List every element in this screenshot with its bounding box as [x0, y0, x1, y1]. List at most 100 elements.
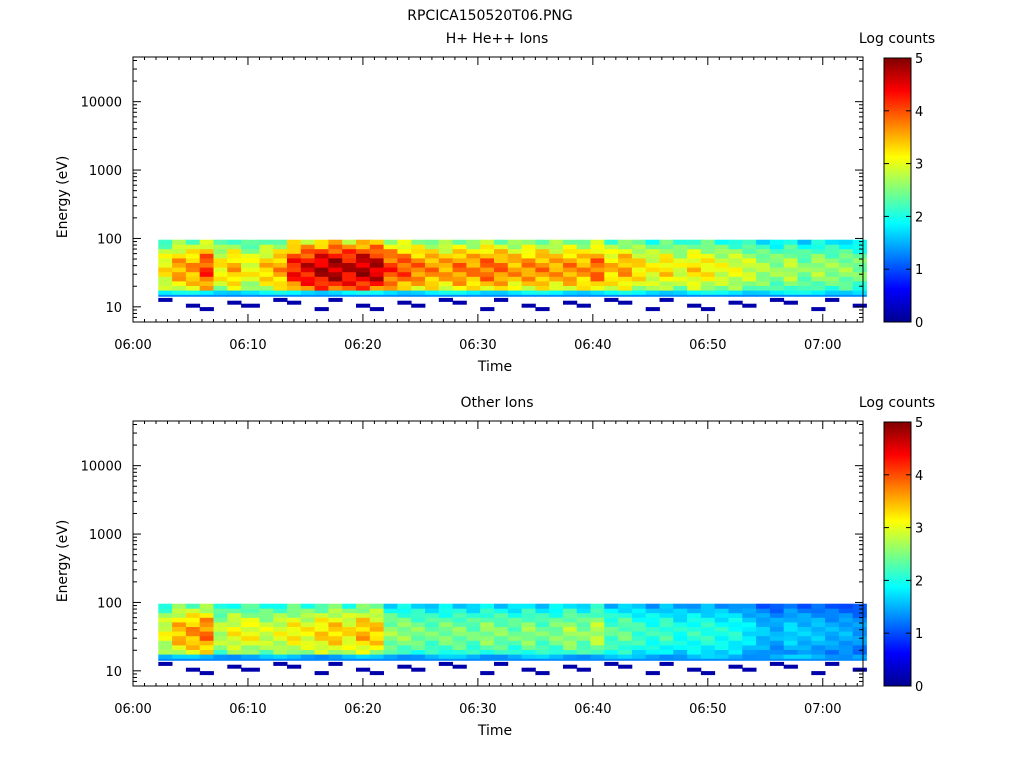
- spectrogram-cell: [838, 649, 854, 655]
- spectrogram-cell: [700, 248, 716, 254]
- spectrogram-cell: [838, 645, 854, 650]
- spectrogram-cell: [742, 248, 757, 254]
- spectrogram-cell: [300, 253, 315, 259]
- spectrogram-cell: [728, 617, 743, 623]
- spectrogram-cell: [369, 276, 384, 282]
- spectrogram-cell: [383, 640, 398, 646]
- spectrogram-cell: [259, 244, 274, 250]
- spectrogram-cell: [227, 635, 242, 641]
- spectrogram-cell: [590, 294, 605, 297]
- spectrogram-cell: [590, 253, 605, 259]
- spectrogram-cell: [756, 658, 771, 661]
- spectrogram-cell: [576, 258, 591, 263]
- spectrogram-cell: [769, 658, 785, 661]
- spectrogram-cell: [590, 262, 605, 268]
- spectrogram-cell: [328, 290, 343, 296]
- spectrogram-cell: [172, 290, 187, 296]
- spectrogram-cell: [535, 608, 550, 614]
- spectrogram-cell: [590, 626, 605, 632]
- spectrogram-cell: [480, 244, 495, 250]
- spectrogram-cell: [618, 608, 633, 614]
- spectrogram-cell: [213, 617, 228, 623]
- spectrogram-cell: [425, 626, 440, 632]
- spectrogram-cell: [700, 626, 716, 632]
- spectrogram-cell: [397, 658, 412, 661]
- spectrogram-cell: [521, 622, 536, 627]
- spectrogram-cell: [328, 626, 343, 632]
- spectrogram-cell: [397, 612, 412, 618]
- spectrogram-cell: [241, 612, 260, 618]
- spectrogram-cell: [158, 285, 173, 291]
- spectrogram-cell: [769, 285, 785, 291]
- spectrogram-cell: [783, 608, 798, 614]
- spectrogram-cell: [199, 276, 214, 282]
- spectrogram-cell: [852, 290, 867, 296]
- spectrogram-cell: [825, 603, 840, 609]
- spectrogram-cell: [783, 664, 798, 669]
- spectrogram-cell: [756, 276, 771, 282]
- spectrogram-cell: [273, 271, 288, 277]
- spectrogram-cell: [300, 635, 315, 641]
- spectrogram-cell: [673, 635, 688, 641]
- spectrogram-cell: [425, 267, 440, 273]
- spectrogram-cell: [199, 281, 214, 286]
- spectrogram-cell: [507, 617, 522, 623]
- spectrogram-cell: [521, 285, 536, 291]
- y-tick-label: 1000: [89, 164, 122, 179]
- spectrogram-cell: [241, 667, 260, 672]
- spectrogram-cell: [852, 608, 867, 614]
- spectrogram-cell: [438, 239, 453, 245]
- spectrogram-cell: [645, 267, 660, 273]
- spectrogram-cell: [742, 294, 757, 297]
- spectrogram-cell: [227, 640, 242, 646]
- spectrogram-cell: [852, 285, 867, 291]
- spectrogram-cell: [549, 248, 564, 254]
- spectrogram-cell: [852, 303, 867, 308]
- spectrogram-cell: [604, 645, 619, 650]
- spectrogram-cell: [631, 617, 647, 623]
- spectrogram-cell: [273, 658, 288, 661]
- spectrogram-cell: [700, 307, 716, 312]
- spectrogram-cell: [342, 654, 357, 660]
- spectrogram-cell: [494, 276, 509, 282]
- spectrogram-cell: [199, 603, 214, 609]
- spectrogram-cell: [535, 658, 550, 661]
- spectrogram-cell: [328, 635, 343, 641]
- spectrogram-cell: [673, 248, 688, 254]
- spectrogram-cell: [328, 603, 343, 609]
- spectrogram-cell: [687, 612, 702, 618]
- spectrogram-cell: [425, 635, 440, 641]
- spectrogram-cell: [631, 640, 647, 646]
- spectrogram-cell: [797, 658, 812, 661]
- spectrogram-cell: [273, 262, 288, 268]
- spectrogram-cell: [521, 667, 536, 672]
- spectrogram-cell: [383, 617, 398, 623]
- spectrogram-cell: [369, 649, 384, 655]
- spectrogram-cell: [604, 258, 619, 263]
- spectrogram-cell: [783, 290, 798, 296]
- spectrogram-cell: [466, 253, 481, 259]
- spectrogram-cell: [714, 640, 729, 646]
- spectrogram-cell: [273, 285, 288, 291]
- spectrogram-cell: [673, 271, 688, 277]
- spectrogram-cell: [549, 281, 564, 286]
- spectrogram-cell: [728, 658, 743, 661]
- spectrogram-cell: [838, 654, 854, 660]
- spectrogram-cell: [425, 281, 440, 286]
- spectrogram-cell: [480, 253, 495, 259]
- spectrogram-cell: [797, 258, 812, 263]
- spectrogram-cell: [158, 612, 173, 618]
- spectrogram-cell: [659, 285, 674, 291]
- spectrogram-cell: [797, 635, 812, 641]
- spectrogram-cell: [213, 239, 228, 245]
- spectrogram-cell: [480, 635, 495, 641]
- spectrogram-cell: [783, 645, 798, 650]
- spectrogram-cell: [314, 239, 329, 245]
- spectrogram-cell: [185, 248, 201, 254]
- spectrogram-cell: [480, 671, 495, 676]
- spectrogram-cell: [342, 658, 357, 661]
- spectrogram-cell: [369, 658, 384, 661]
- spectrogram-cell: [199, 626, 214, 632]
- spectrogram-cell: [466, 244, 481, 250]
- spectrogram-cell: [397, 294, 412, 297]
